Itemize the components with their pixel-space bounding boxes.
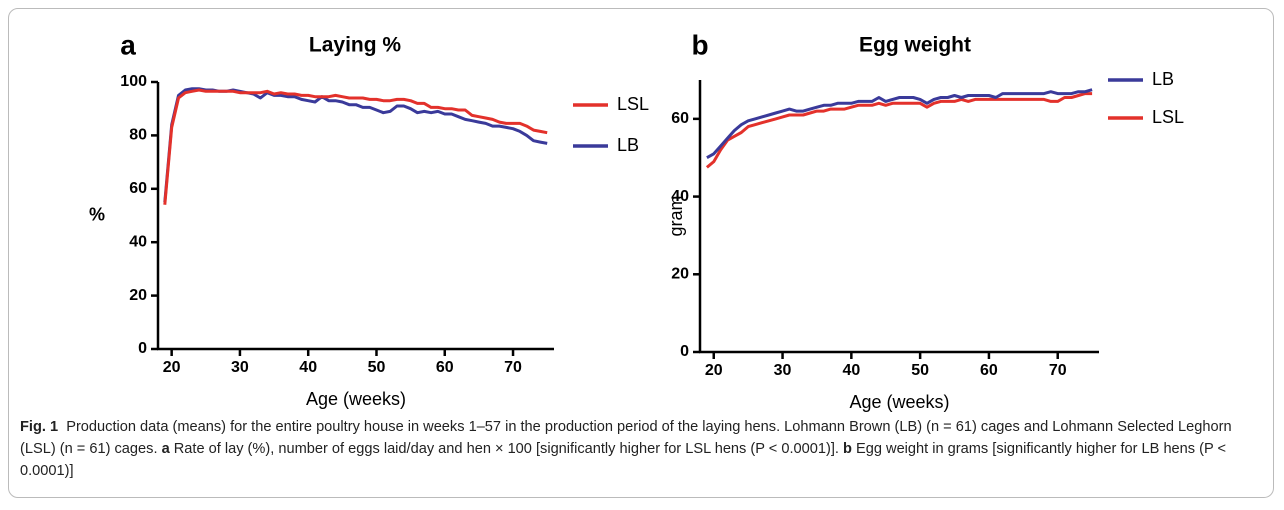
caption-text: Production data (means) for the entire p…: [20, 419, 1236, 457]
x-tick-label: 20: [705, 362, 723, 379]
x-axis-label: Age (weeks): [849, 392, 949, 412]
y-tick-label: 40: [129, 233, 147, 250]
y-tick-label: 20: [129, 287, 147, 304]
x-tick-label: 20: [163, 359, 181, 376]
caption-bold: b: [843, 441, 852, 457]
x-tick-label: 70: [504, 359, 522, 376]
figure-frame: [8, 8, 1274, 498]
panel-label: b: [691, 29, 708, 60]
y-tick-label: 100: [120, 73, 147, 90]
data-line: [163, 88, 548, 205]
x-tick-label: 30: [231, 359, 249, 376]
figure: 0 20 40 60 80 100 20 30 40 50 60 70 LSL LB a Laying % Ag…: [89, 29, 1184, 412]
legend-label: LSL: [617, 94, 649, 114]
panel-label: a: [120, 29, 136, 60]
y-axis-label: %: [89, 204, 105, 224]
x-tick-label: 40: [842, 362, 860, 379]
x-tick-label: 60: [980, 362, 998, 379]
x-tick-label: 40: [299, 359, 317, 376]
caption-bold: Fig. 1: [20, 419, 59, 435]
data-line: [705, 92, 1093, 169]
x-tick-label: 70: [1049, 362, 1067, 379]
x-axis-label: Age (weeks): [306, 389, 406, 409]
y-tick-label: 0: [138, 340, 147, 357]
chart-title: Egg weight: [859, 34, 971, 57]
x-tick-label: 30: [774, 362, 792, 379]
legend-label: LSL: [1152, 107, 1184, 127]
legend-label: LB: [1152, 69, 1174, 89]
caption-text: Egg weight in grams [significantly highe…: [20, 441, 1231, 479]
y-tick-label: 60: [129, 180, 147, 197]
x-tick-label: 50: [911, 362, 929, 379]
y-tick-label: 60: [671, 110, 689, 127]
y-tick-label: 0: [680, 343, 689, 360]
legend-label: LB: [617, 135, 639, 155]
y-tick-label: 20: [671, 266, 689, 283]
y-tick-label: 40: [671, 188, 689, 205]
x-tick-label: 50: [368, 359, 386, 376]
data-line: [163, 87, 548, 203]
y-axis-label: gram: [666, 195, 686, 236]
chart-title: Laying %: [309, 34, 402, 57]
x-tick-label: 60: [436, 359, 454, 376]
caption: Fig. 1 Production data (means) for the e…: [20, 416, 1270, 482]
data-line: [706, 88, 1093, 160]
caption-bold: a: [161, 441, 170, 457]
y-tick-label: 80: [129, 127, 147, 144]
caption-text: Rate of lay (%), number of eggs laid/day…: [169, 441, 844, 457]
